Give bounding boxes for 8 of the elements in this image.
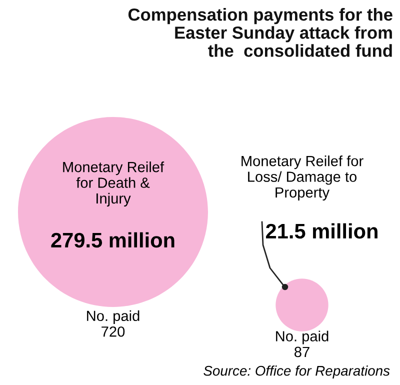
text: No. paid 720 — [87, 310, 140, 337]
text: Compensation payments for the Easter Sunday attack from the consolidated fund — [128, 8, 392, 57]
category-label: Monetary Reilef for Loss/ Damage to Property — [242, 155, 364, 201]
source-note: Source: Office for Reparations — [204, 366, 390, 378]
data-label: 21.5 million — [266, 223, 378, 239]
data-label: 279.5 million — [51, 232, 174, 248]
text: No. paid 87 — [276, 330, 328, 358]
category-label: Monetary Reilef for Death & Injury — [63, 161, 164, 207]
